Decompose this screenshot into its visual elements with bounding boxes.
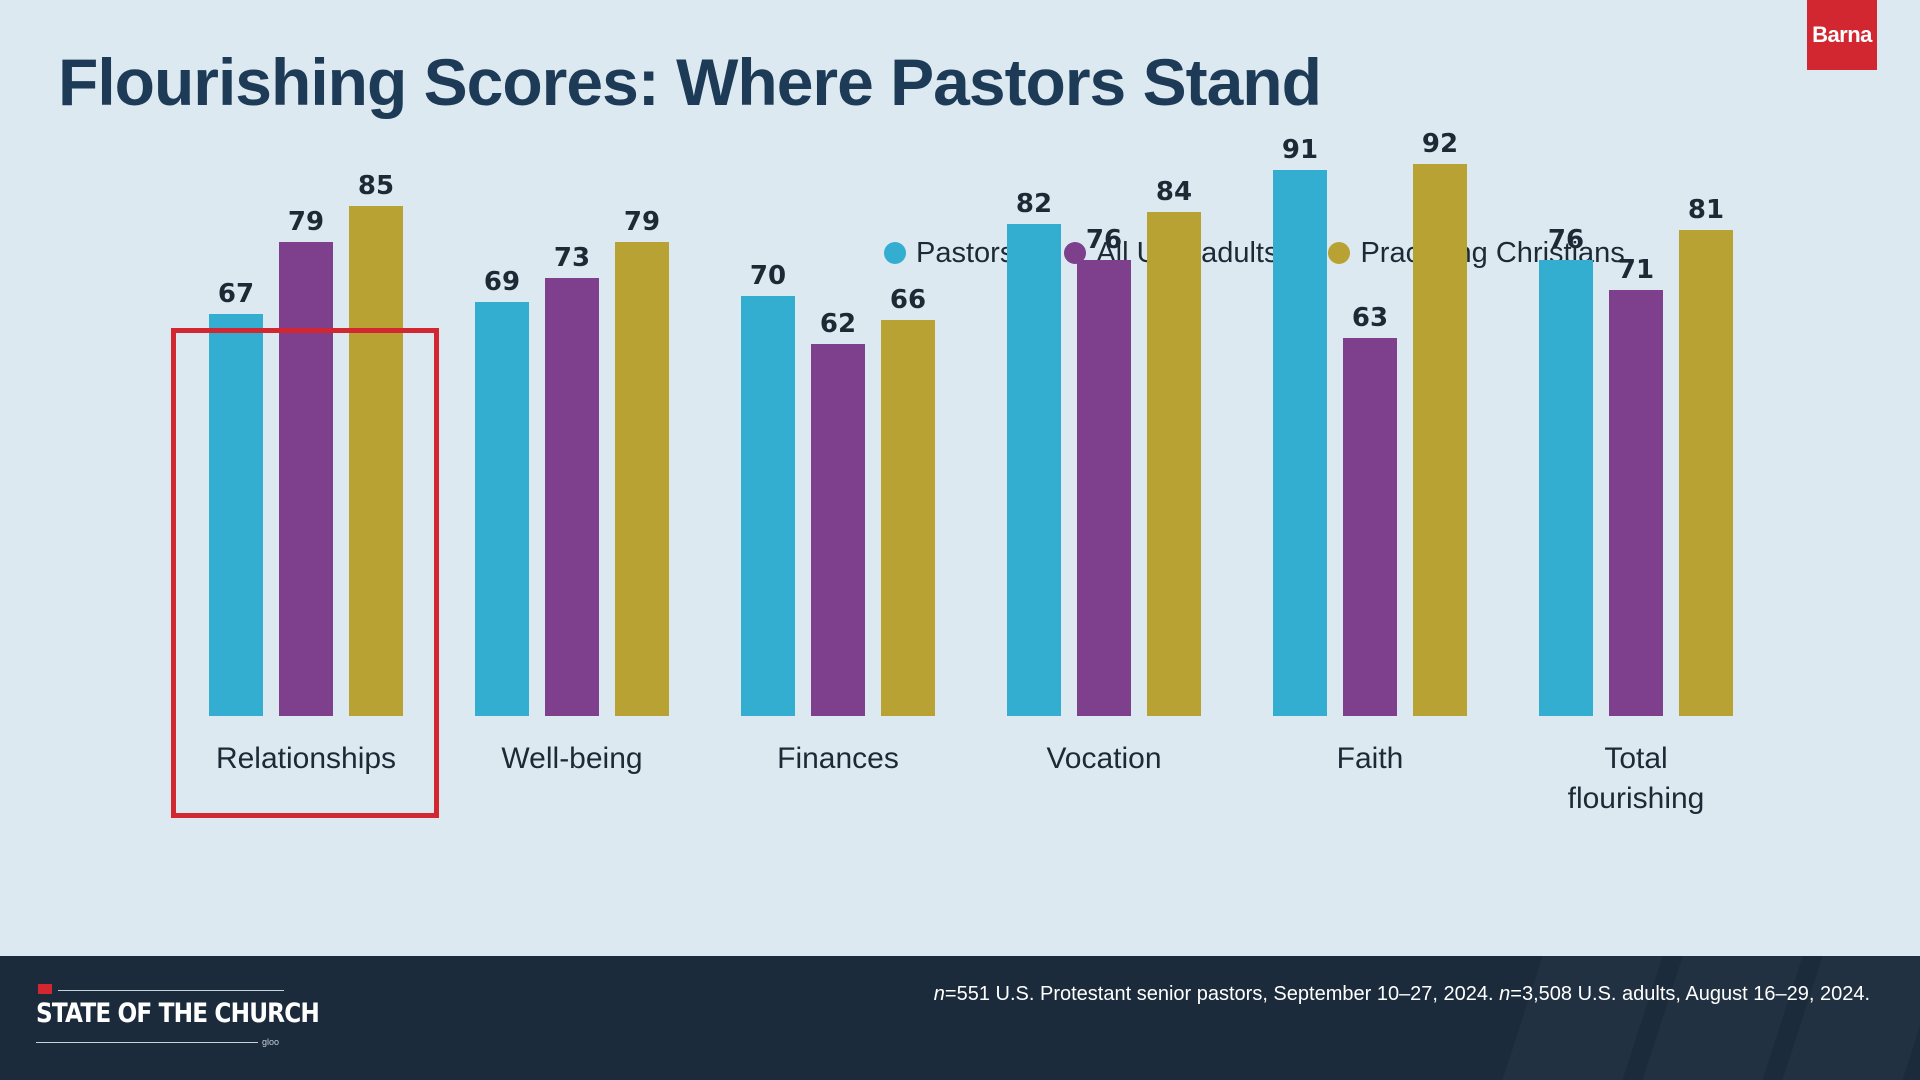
barna-mini-logo bbox=[38, 984, 52, 994]
bar-total-flourishing-pastors bbox=[1539, 260, 1593, 716]
bar-well-being-all-u-s-adults bbox=[545, 278, 599, 716]
brand-divider-bottom bbox=[36, 1042, 258, 1043]
bar-finances-pastors bbox=[741, 296, 795, 716]
bar-well-being-practicing-christians bbox=[615, 242, 669, 716]
value-label-faith-practicing-christians: 92 bbox=[1422, 129, 1458, 159]
bar-total-flourishing-practicing-christians bbox=[1679, 230, 1733, 716]
bar-relationships-pastors bbox=[209, 314, 263, 716]
category-label-finances: Finances bbox=[777, 742, 899, 775]
bar-well-being-pastors bbox=[475, 302, 529, 716]
footnote-part2: =3,508 U.S. adults, August 16–29, 2024. bbox=[1510, 983, 1870, 1005]
bar-faith-pastors bbox=[1273, 170, 1327, 716]
footer: STATE OF THE CHURCH gloo n=551 U.S. Prot… bbox=[0, 956, 1920, 1080]
category-label-relationships: Relationships bbox=[216, 742, 396, 775]
sample-footnote: n=551 U.S. Protestant senior pastors, Se… bbox=[934, 983, 1870, 1006]
bar-faith-all-u-s-adults bbox=[1343, 338, 1397, 716]
value-label-well-being-all-u-s-adults: 73 bbox=[554, 243, 590, 273]
legend-swatch-practicing bbox=[1328, 242, 1351, 264]
value-label-total-flourishing-pastors: 76 bbox=[1548, 225, 1584, 255]
bar-vocation-all-u-s-adults bbox=[1077, 260, 1131, 716]
category-label-vocation: Vocation bbox=[1046, 742, 1161, 775]
value-label-finances-pastors: 70 bbox=[750, 261, 786, 291]
bar-faith-practicing-christians bbox=[1413, 164, 1467, 716]
state-of-the-church-logo: STATE OF THE CHURCH gloo bbox=[36, 984, 320, 1054]
legend-label-pastors: Pastors bbox=[916, 236, 1015, 269]
brand-sub: gloo bbox=[262, 1037, 280, 1047]
value-label-faith-all-u-s-adults: 63 bbox=[1352, 303, 1388, 333]
value-label-vocation-practicing-christians: 84 bbox=[1156, 177, 1192, 207]
footnote-n2: n bbox=[1499, 983, 1511, 1005]
category-label-well-being: Well-being bbox=[501, 742, 642, 775]
value-label-vocation-pastors: 82 bbox=[1016, 189, 1052, 219]
value-label-finances-all-u-s-adults: 62 bbox=[820, 309, 856, 339]
legend-item-pastors: Pastors bbox=[884, 237, 1014, 270]
bar-total-flourishing-all-u-s-adults bbox=[1609, 290, 1663, 716]
page-title: Flourishing Scores: Where Pastors Stand bbox=[58, 45, 1322, 119]
brand-divider-top bbox=[58, 990, 284, 991]
value-label-relationships-practicing-christians: 85 bbox=[358, 171, 394, 201]
value-label-faith-pastors: 91 bbox=[1282, 135, 1318, 165]
bar-chart: 67 79 85 Relationships 69 73 79 Well-being 70 62 6… bbox=[209, 129, 1733, 815]
legend-swatch-pastors bbox=[884, 242, 906, 264]
value-label-total-flourishing-practicing-christians: 81 bbox=[1688, 195, 1724, 225]
bar-vocation-practicing-christians bbox=[1147, 212, 1201, 716]
value-label-vocation-all-u-s-adults: 76 bbox=[1086, 225, 1122, 255]
bar-vocation-pastors bbox=[1007, 224, 1061, 716]
value-label-well-being-practicing-christians: 79 bbox=[624, 207, 660, 237]
value-label-finances-practicing-christians: 66 bbox=[890, 285, 926, 315]
value-label-relationships-all-u-s-adults: 79 bbox=[288, 207, 324, 237]
bar-finances-all-u-s-adults bbox=[811, 344, 865, 716]
bar-relationships-practicing-christians bbox=[349, 206, 403, 716]
value-label-well-being-pastors: 69 bbox=[484, 267, 520, 297]
brand-name: STATE OF THE CHURCH bbox=[36, 998, 320, 1029]
value-label-relationships-pastors: 67 bbox=[218, 279, 254, 309]
barna-logo[interactable]: Barna bbox=[1807, 0, 1877, 70]
bar-finances-practicing-christians bbox=[881, 320, 935, 716]
value-label-total-flourishing-all-u-s-adults: 71 bbox=[1618, 255, 1654, 285]
footnote-n1: n bbox=[933, 983, 945, 1005]
bar-relationships-all-u-s-adults bbox=[279, 242, 333, 716]
highlight-box-relationships bbox=[171, 328, 439, 818]
footnote-part1: =551 U.S. Protestant senior pastors, Sep… bbox=[944, 983, 1500, 1005]
category-label-total-flourishing: Total flourishing bbox=[1568, 742, 1705, 815]
category-label-faith: Faith bbox=[1337, 742, 1404, 775]
legend-swatch-all-adults bbox=[1064, 242, 1087, 264]
